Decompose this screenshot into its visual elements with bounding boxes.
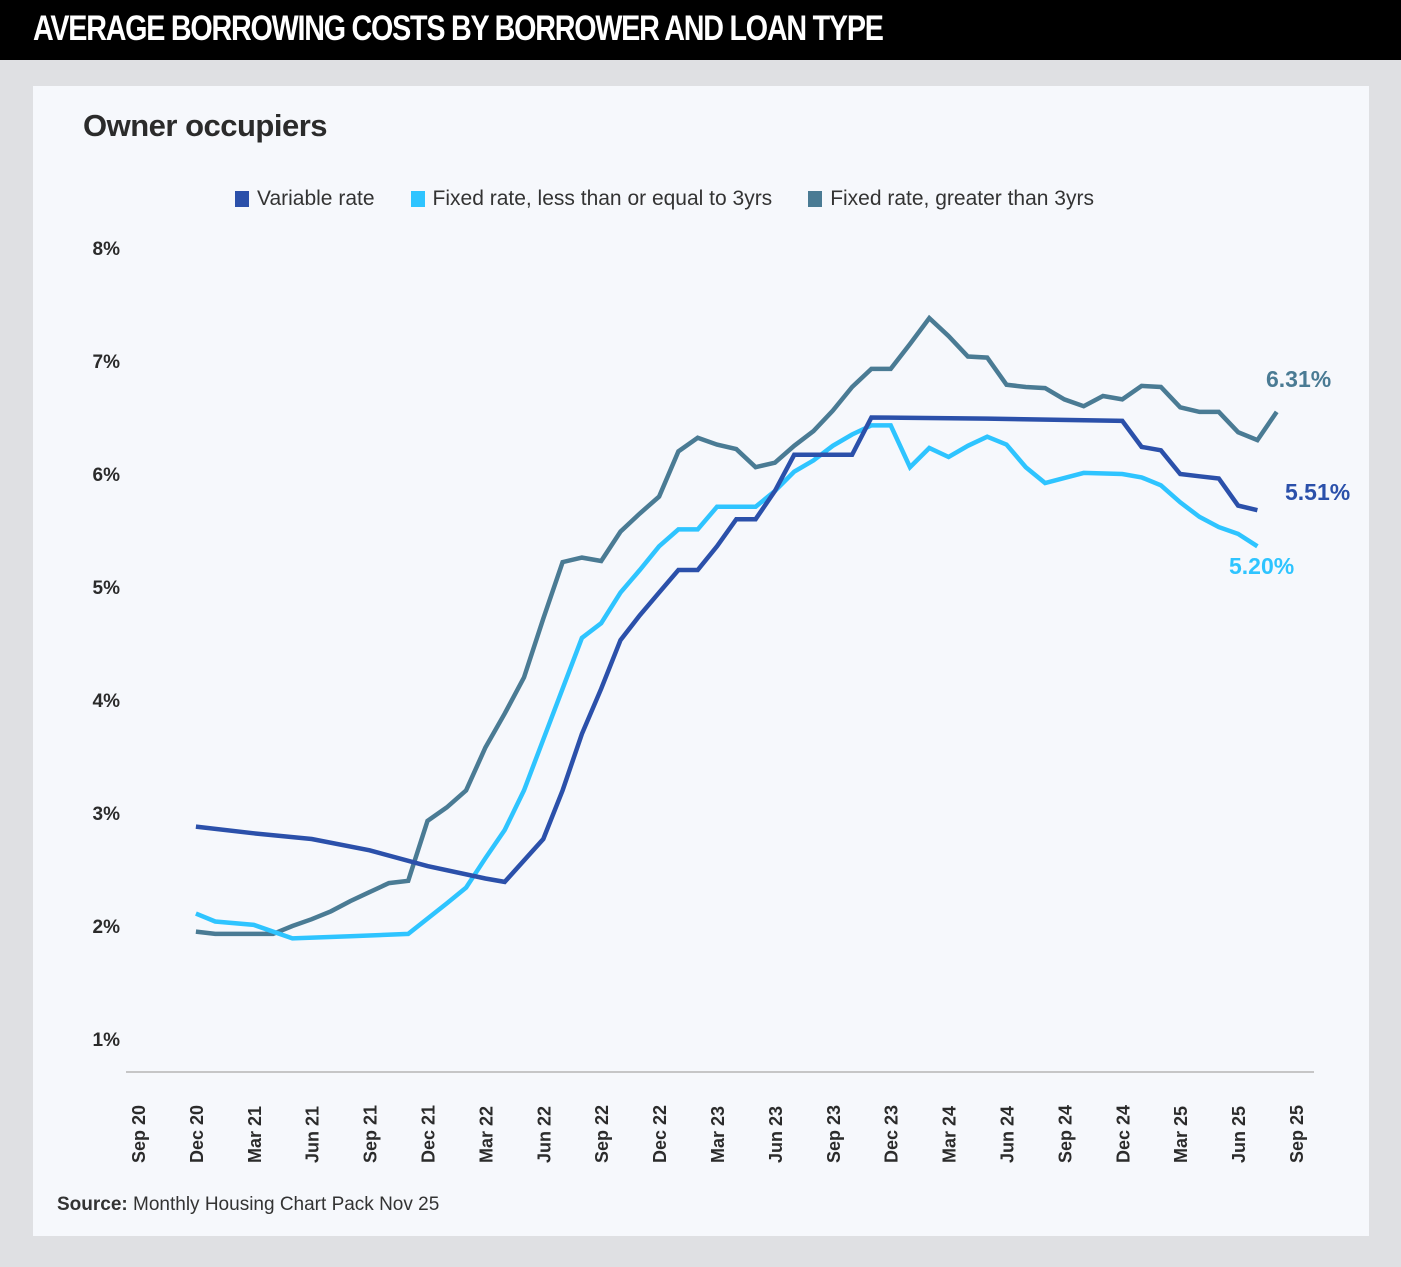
x-tick-label: Dec 20: [187, 1105, 207, 1163]
y-axis: 1% 2% 3% 4% 5% 6% 7% 8%: [93, 239, 121, 1051]
legend-item-fixed-long: Fixed rate, greater than 3yrs: [808, 187, 1094, 211]
source-label: Source:: [57, 1194, 128, 1215]
x-tick-label: Sep 21: [361, 1105, 381, 1163]
chart-panel: Owner occupiers Variable rate Fixed rate…: [33, 86, 1369, 1236]
x-tick-label: Sep 25: [1287, 1105, 1307, 1163]
x-tick-label: Dec 24: [1113, 1105, 1133, 1163]
legend-label-variable: Variable rate: [257, 187, 375, 210]
source-text: Monthly Housing Chart Pack Nov 25: [133, 1194, 440, 1215]
legend-swatch-variable: [235, 191, 249, 207]
y-tick-label: 3%: [93, 804, 121, 825]
x-tick-label: Jun 25: [1229, 1106, 1249, 1163]
x-tick-label: Jun 23: [766, 1106, 786, 1163]
chart-legend: Variable rate Fixed rate, less than or e…: [235, 187, 1130, 211]
end-label-fixed-short: 5.20%: [1229, 553, 1294, 579]
y-tick-label: 6%: [93, 465, 121, 486]
y-tick-label: 8%: [93, 239, 121, 260]
x-tick-label: Mar 23: [708, 1106, 728, 1163]
legend-label-fixed-short: Fixed rate, less than or equal to 3yrs: [432, 187, 773, 210]
series-line-fixed-long: [195, 314, 1279, 937]
x-tick-label: Sep 22: [592, 1105, 612, 1163]
x-tick-label: Mar 24: [940, 1106, 960, 1163]
x-tick-label: Jun 22: [534, 1106, 554, 1163]
x-tick-labels: Sep 20 Dec 20 Mar 21 Jun 21 Sep 21 Dec 21 Mar …: [129, 1105, 1307, 1163]
x-tick-label: Dec 21: [419, 1105, 439, 1163]
end-labels: 5.51% 5.20% 6.31%: [1229, 366, 1350, 579]
x-tick-label: Mar 25: [1171, 1106, 1191, 1163]
legend-swatch-fixed-short: [410, 191, 425, 207]
end-label-variable: 5.51%: [1285, 479, 1350, 505]
source-note: Source: Monthly Housing Chart Pack Nov 2…: [57, 1194, 439, 1216]
end-label-fixed-long: 6.31%: [1266, 366, 1331, 392]
x-tick-label: Mar 22: [476, 1106, 496, 1163]
x-tick-label: Dec 22: [650, 1105, 670, 1163]
x-tick-label: Sep 24: [1055, 1105, 1075, 1163]
x-tick-label: Sep 20: [129, 1105, 149, 1163]
y-tick-label: 7%: [93, 352, 121, 373]
x-tick-label: Jun 21: [303, 1106, 323, 1163]
y-tick-label: 5%: [93, 578, 121, 599]
series-line-variable: [195, 415, 1258, 885]
y-tick-label: 1%: [93, 1030, 121, 1051]
legend-item-fixed-short: Fixed rate, less than or equal to 3yrs: [410, 187, 773, 211]
header-bar: AVERAGE BORROWING COSTS BY BORROWER AND …: [0, 0, 1401, 60]
x-tick-label: Dec 23: [882, 1105, 902, 1163]
legend-swatch-fixed-long: [808, 191, 823, 207]
series-lines: [195, 314, 1279, 941]
legend-label-fixed-long: Fixed rate, greater than 3yrs: [830, 187, 1094, 210]
y-tick-label: 2%: [93, 917, 121, 938]
x-tick-label: Jun 24: [998, 1106, 1018, 1163]
x-tick-label: Sep 23: [824, 1105, 844, 1163]
page-title: AVERAGE BORROWING COSTS BY BORROWER AND …: [33, 9, 884, 48]
x-tick-label: Mar 21: [245, 1106, 265, 1163]
series-line-fixed-short: [195, 423, 1259, 941]
y-tick-label: 4%: [93, 691, 121, 712]
legend-item-variable: Variable rate: [235, 187, 375, 211]
chart-title: Owner occupiers: [83, 108, 328, 143]
